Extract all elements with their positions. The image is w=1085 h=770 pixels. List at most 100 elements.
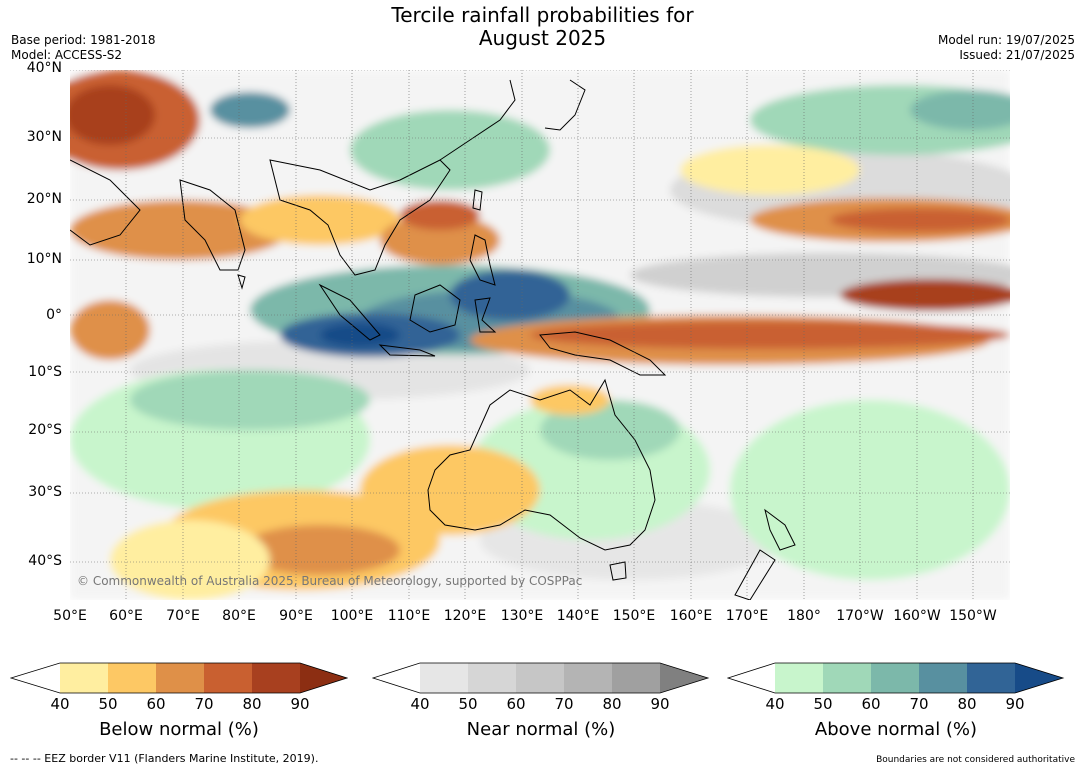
colorbar-tick: 40 xyxy=(50,695,70,713)
new-guinea-coast xyxy=(539,331,667,376)
colorbar-near-normal xyxy=(372,662,710,694)
colorbar-tick: 70 xyxy=(909,695,929,713)
java-coast xyxy=(378,344,436,357)
colorbar-segment xyxy=(1015,663,1063,693)
colorbar-tick: 80 xyxy=(957,695,977,713)
lon-label: 170°E xyxy=(725,608,769,624)
colorbar-tick: 80 xyxy=(602,695,622,713)
colorbar-tick: 90 xyxy=(1005,695,1025,713)
lon-label: 50°E xyxy=(53,608,87,624)
colorbar-segment xyxy=(373,663,420,693)
colorbar-segment xyxy=(420,663,468,693)
colorbar-segment xyxy=(204,663,252,693)
lon-label: 150°E xyxy=(612,608,656,624)
sumatra-coast xyxy=(318,283,381,341)
probability-field xyxy=(70,70,1010,600)
colorbar-tick: 40 xyxy=(765,695,785,713)
coastlines xyxy=(70,79,796,600)
lat-label-30s: 30°S xyxy=(28,484,62,500)
lon-label: 140°E xyxy=(556,608,600,624)
india-coast xyxy=(179,179,246,271)
colorbar-tick: 90 xyxy=(290,695,310,713)
rainfall-probability-map xyxy=(70,70,1010,600)
base-period: Base period: 1981-2018 xyxy=(11,33,156,47)
lon-label: 170°W xyxy=(836,608,884,624)
se-asia-coast xyxy=(269,159,451,276)
map-title: Tercile rainfall probabilities for Augus… xyxy=(0,4,1085,50)
lon-label: 120°E xyxy=(443,608,487,624)
title-line-1: Tercile rainfall probabilities for xyxy=(391,3,694,27)
boundaries-disclaimer: Boundaries are not considered authoritat… xyxy=(876,755,1075,765)
new-zealand-south-coast xyxy=(734,549,776,600)
philippines-coast xyxy=(469,234,496,286)
lon-label: 60°E xyxy=(109,608,143,624)
colorbar-segment xyxy=(108,663,156,693)
lon-label: 80°E xyxy=(222,608,256,624)
lat-label-10n: 10°N xyxy=(26,251,62,267)
taiwan-coast xyxy=(472,189,483,211)
lon-label: 90°E xyxy=(279,608,313,624)
graticule xyxy=(70,70,1010,600)
colorbar-segment xyxy=(660,663,708,693)
colorbar-segment xyxy=(871,663,919,693)
colorbar-segment xyxy=(300,663,347,693)
meta-right: Model run: 19/07/2025 Issued: 21/07/2025 xyxy=(938,33,1075,63)
australia-coast xyxy=(427,378,656,551)
japan-coast xyxy=(544,79,586,131)
colorbar-segment xyxy=(919,663,967,693)
colorbar-segment xyxy=(252,663,300,693)
colorbar-segment xyxy=(60,663,108,693)
arabia-coast xyxy=(70,159,141,246)
borneo-coast xyxy=(409,284,461,333)
lat-label-20n: 20°N xyxy=(26,191,62,207)
colorbar-above-label: Above normal (%) xyxy=(814,719,978,740)
colorbar-segment xyxy=(468,663,516,693)
lon-label: 180° xyxy=(787,608,821,624)
model-run: Model run: 19/07/2025 xyxy=(937,33,1075,47)
colorbar-segment xyxy=(775,663,823,693)
colorbar-below-normal xyxy=(10,662,348,694)
colorbar-tick: 60 xyxy=(506,695,526,713)
colorbar-segment xyxy=(11,663,60,693)
colorbar-segment xyxy=(823,663,871,693)
colorbar-tick: 70 xyxy=(554,695,574,713)
colorbar-tick: 50 xyxy=(98,695,118,713)
lon-label: 160°E xyxy=(669,608,713,624)
colorbar-segment xyxy=(728,663,775,693)
colorbar-segment xyxy=(967,663,1015,693)
colorbar-tick: 60 xyxy=(861,695,881,713)
sulawesi-coast xyxy=(474,297,497,333)
eez-border-note: -- -- -- EEZ border V11 (Flanders Marine… xyxy=(10,752,319,765)
colorbar-tick: 40 xyxy=(410,695,430,713)
colorbar-tick: 50 xyxy=(813,695,833,713)
lat-label-40s: 40°S xyxy=(28,553,62,569)
colorbar-tick: 70 xyxy=(194,695,214,713)
colorbar-segment xyxy=(564,663,612,693)
colorbar-tick: 50 xyxy=(458,695,478,713)
copyright-notice: © Commonwealth of Australia 2025, Bureau… xyxy=(77,574,583,588)
colorbar-segment xyxy=(612,663,660,693)
lat-label-30n: 30°N xyxy=(26,129,62,145)
title-line-2: August 2025 xyxy=(478,26,607,50)
lon-label: 110°E xyxy=(387,608,431,624)
colorbar-tick: 90 xyxy=(650,695,670,713)
meta-left: Base period: 1981-2018 Model: ACCESS-S2 xyxy=(11,33,156,63)
lon-label: 150°W xyxy=(949,608,997,624)
tasmania-coast xyxy=(609,561,627,581)
new-zealand-coast xyxy=(764,508,796,551)
lon-label: 70°E xyxy=(166,608,200,624)
colorbar-segment xyxy=(516,663,564,693)
colorbar-above-normal xyxy=(727,662,1065,694)
colorbar-tick: 60 xyxy=(146,695,166,713)
colorbar-below-label: Below normal (%) xyxy=(99,719,259,740)
model-name: Model: ACCESS-S2 xyxy=(11,48,123,62)
lat-label-40n: 40°N xyxy=(26,60,62,76)
china-coast xyxy=(439,79,516,161)
sri-lanka-coast xyxy=(237,274,246,290)
colorbar-near-label: Near normal (%) xyxy=(466,719,616,740)
lat-label-20s: 20°S xyxy=(28,422,62,438)
lon-label: 130°E xyxy=(500,608,544,624)
lat-label-10s: 10°S xyxy=(28,364,62,380)
issued-date: Issued: 21/07/2025 xyxy=(959,48,1075,62)
lat-label-0: 0° xyxy=(46,307,62,323)
